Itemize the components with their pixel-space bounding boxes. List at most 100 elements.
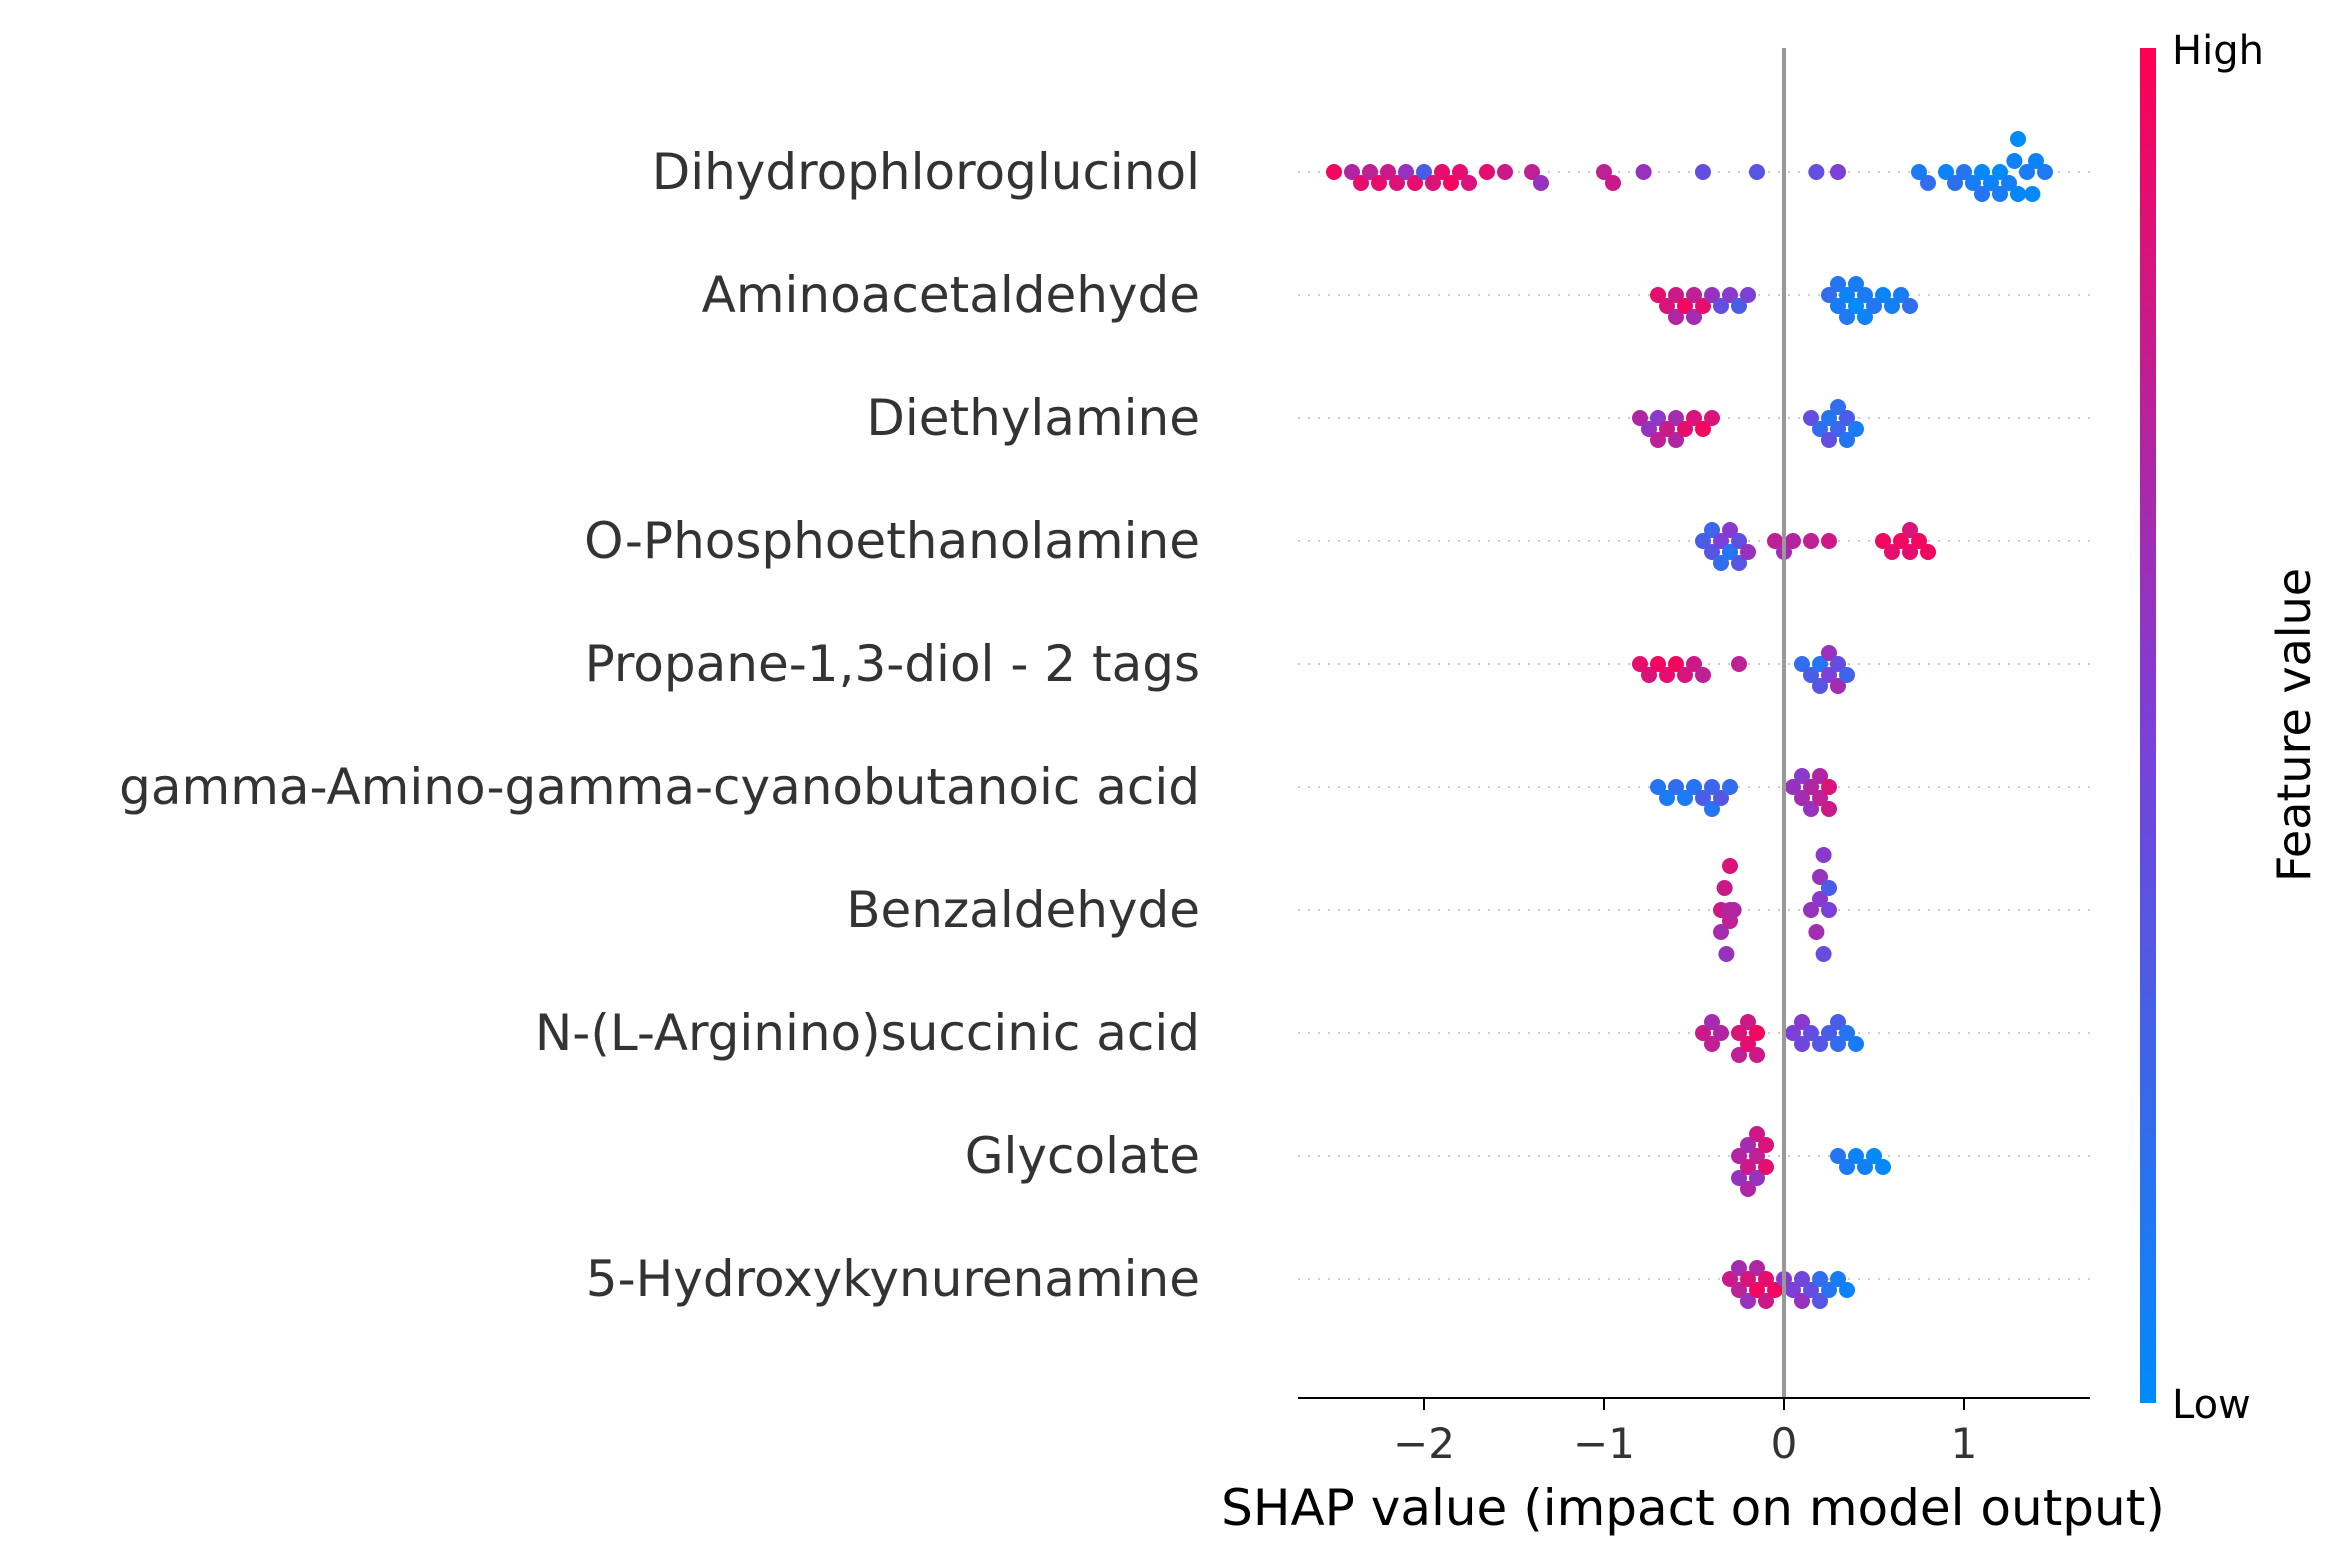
shap-point xyxy=(1794,656,1810,672)
shap-point xyxy=(1884,544,1900,560)
shap-point xyxy=(1695,667,1711,683)
shap-point xyxy=(1866,1148,1882,1164)
feature-label: Propane-1,3-diol - 2 tags xyxy=(585,635,1200,693)
shap-point xyxy=(1812,678,1828,694)
shap-point xyxy=(1794,790,1810,806)
shap-point xyxy=(1812,790,1828,806)
shap-point xyxy=(1695,790,1711,806)
shap-point xyxy=(1722,544,1738,560)
shap-point xyxy=(1902,544,1918,560)
shap-point xyxy=(1812,869,1828,885)
feature-labels: Dihydrophloroglucinol Aminoacetaldehyde Di… xyxy=(119,143,1200,1308)
shap-point xyxy=(1713,1025,1729,1041)
shap-point xyxy=(1650,432,1666,448)
shap-point xyxy=(1596,164,1612,180)
shap-point xyxy=(1830,656,1846,672)
shap-point xyxy=(1848,298,1864,314)
shap-point xyxy=(2037,164,2053,180)
feature-label: N-(L-Arginino)succinic acid xyxy=(535,1004,1200,1062)
shap-point xyxy=(1821,1282,1837,1298)
shap-point xyxy=(2019,164,2035,180)
shap-point xyxy=(1686,410,1702,426)
shap-point xyxy=(1635,164,1652,180)
shap-point xyxy=(1815,847,1832,863)
shap-point xyxy=(1749,1170,1765,1186)
shap-point xyxy=(1884,298,1900,314)
shap-point xyxy=(1641,421,1657,437)
shap-point xyxy=(1731,1260,1747,1276)
shap-point xyxy=(2028,153,2044,169)
shap-point xyxy=(1839,1159,1855,1175)
shap-point xyxy=(1956,164,1972,180)
shap-point xyxy=(1902,522,1918,538)
shap-point xyxy=(1677,790,1693,806)
shap-point xyxy=(1794,768,1810,784)
shap-point xyxy=(1785,533,1801,549)
shap-point xyxy=(1740,1137,1756,1153)
feature-label: Aminoacetaldehyde xyxy=(702,266,1200,324)
shap-point xyxy=(1857,287,1873,303)
shap-point xyxy=(1821,779,1837,795)
shap-point xyxy=(1668,779,1684,795)
shap-point xyxy=(1650,410,1666,426)
shap-point xyxy=(1808,924,1825,940)
shap-point xyxy=(1767,533,1783,549)
shap-point xyxy=(1875,287,1891,303)
shap-point xyxy=(1803,533,1819,549)
colorbar-title: Feature value xyxy=(2267,568,2321,882)
shap-point xyxy=(1821,1025,1837,1041)
shap-point xyxy=(1794,1014,1810,1030)
shap-point xyxy=(1497,164,1513,180)
shap-point xyxy=(1803,801,1819,817)
shap-point xyxy=(1740,544,1756,560)
shap-point xyxy=(1992,164,2008,180)
shap-point xyxy=(1425,175,1441,191)
x-tick-label: −1 xyxy=(1573,1419,1635,1468)
shap-point xyxy=(1659,421,1675,437)
shap-point xyxy=(1326,164,1342,180)
shap-point xyxy=(1695,164,1711,180)
shap-point xyxy=(1803,410,1819,426)
shap-point xyxy=(1677,667,1693,683)
shap-point xyxy=(1875,533,1891,549)
shap-point xyxy=(1830,399,1846,415)
shap-point xyxy=(1362,164,1378,180)
shap-point xyxy=(1965,175,1981,191)
shap-point xyxy=(1704,522,1720,538)
shap-point xyxy=(1731,656,1747,672)
shap-point xyxy=(1983,175,1999,191)
shap-point xyxy=(1722,858,1738,874)
shap-point xyxy=(1713,924,1729,940)
feature-label: O-Phosphoethanolamine xyxy=(584,512,1200,570)
shap-point xyxy=(1812,656,1828,672)
shap-point xyxy=(1704,287,1720,303)
shap-point xyxy=(1893,533,1909,549)
shap-point xyxy=(1767,1282,1783,1298)
shap-point xyxy=(1839,1025,1855,1041)
shap-point xyxy=(1704,410,1720,426)
shap-point xyxy=(1749,1025,1765,1041)
shap-point xyxy=(1839,410,1855,426)
shap-point xyxy=(1902,298,1918,314)
shap-point xyxy=(1911,533,1927,549)
shap-point xyxy=(1821,880,1837,896)
shap-point xyxy=(1725,902,1742,918)
shap-point xyxy=(1758,1271,1774,1287)
shap-point xyxy=(1695,1025,1711,1041)
shap-point xyxy=(1650,656,1666,672)
shap-point xyxy=(1704,1014,1720,1030)
shap-point xyxy=(1452,164,1468,180)
shap-point xyxy=(1722,287,1738,303)
shap-point xyxy=(1839,287,1855,303)
shap-point xyxy=(1371,175,1387,191)
shap-point xyxy=(1605,175,1621,191)
feature-label: Dihydrophloroglucinol xyxy=(652,143,1200,201)
shap-point xyxy=(2010,186,2026,202)
shap-point xyxy=(2024,186,2041,202)
shap-point xyxy=(1713,533,1729,549)
shap-point xyxy=(1821,287,1837,303)
shap-point xyxy=(1821,667,1837,683)
shap-point xyxy=(1731,1047,1747,1063)
shap-point xyxy=(1740,1271,1756,1287)
